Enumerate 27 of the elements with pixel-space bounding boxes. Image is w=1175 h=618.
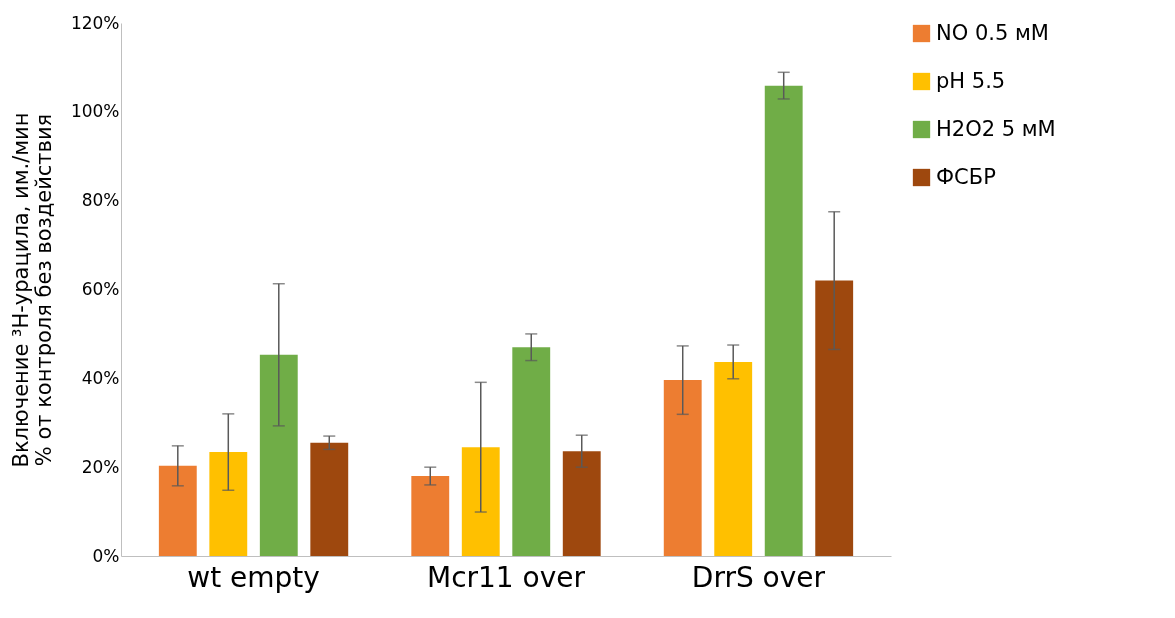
bar bbox=[158, 465, 197, 556]
x-tick-label: DrrS over bbox=[691, 560, 826, 594]
x-tick-label: wt empty bbox=[187, 560, 320, 594]
y-tick-label: 20% bbox=[81, 456, 120, 477]
bar bbox=[209, 452, 248, 556]
bar bbox=[714, 361, 753, 556]
bar bbox=[310, 442, 349, 556]
bar bbox=[815, 280, 854, 556]
y-axis-title: Включение ³H-урацила, им./мин % от контроля без воздействия bbox=[8, 112, 56, 468]
y-tick-label: 60% bbox=[81, 279, 120, 299]
bar bbox=[663, 380, 702, 556]
y-tick-label: 120% bbox=[70, 12, 120, 33]
bar bbox=[461, 447, 500, 556]
bar bbox=[764, 85, 803, 556]
y-tick-label: 40% bbox=[81, 367, 120, 388]
y-tick-label: 100% bbox=[70, 101, 120, 122]
bar bbox=[512, 347, 551, 556]
y-tick-label: 80% bbox=[81, 190, 120, 211]
bar bbox=[562, 451, 601, 556]
x-tick-label: Mcr11 over bbox=[426, 560, 586, 594]
legend-label: pH 5.5 bbox=[936, 68, 1006, 93]
legend-label: ФСБР bbox=[936, 164, 996, 189]
bar bbox=[259, 354, 298, 556]
y-tick-label: 0% bbox=[92, 545, 120, 566]
legend-label: NO 0.5 мМ bbox=[936, 20, 1049, 45]
legend-label: H2O2 5 мМ bbox=[936, 116, 1056, 141]
bar bbox=[411, 476, 450, 556]
